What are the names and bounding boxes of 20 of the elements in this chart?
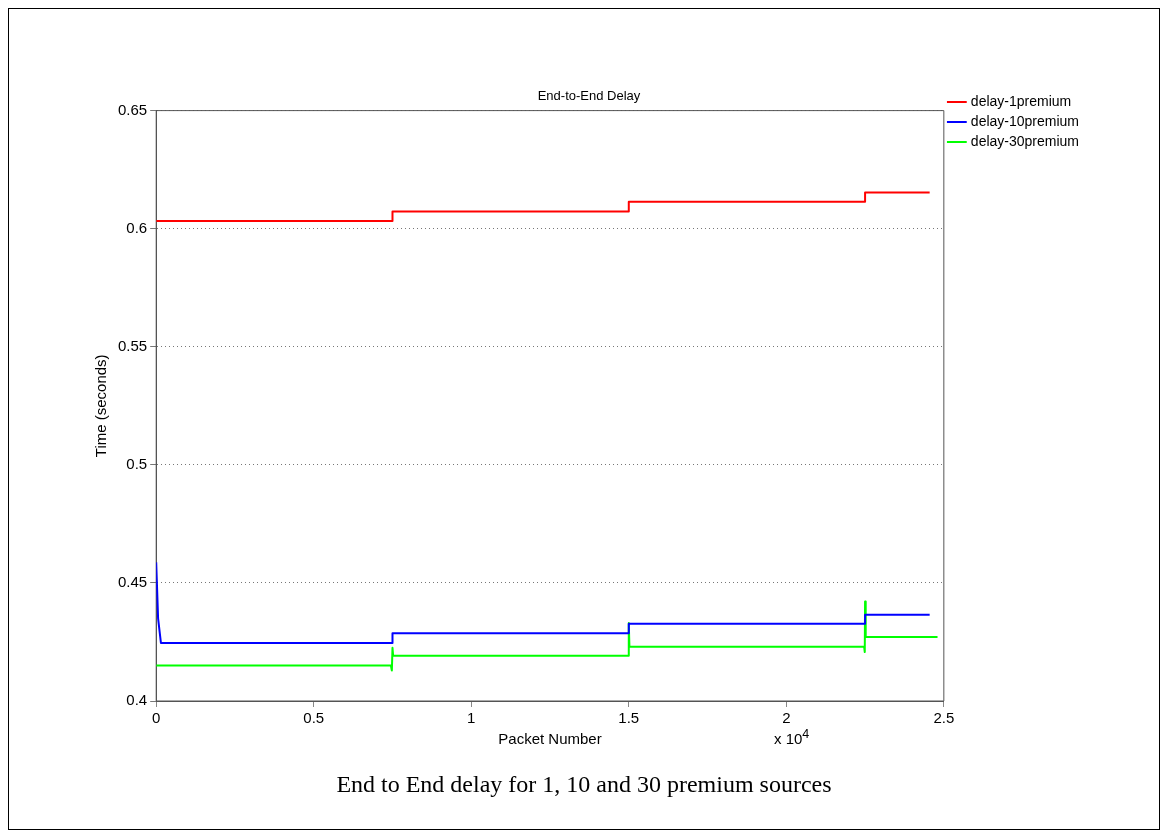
y-tick-label: 0.4 xyxy=(126,691,148,709)
chart-title: End-to-End Delay xyxy=(537,88,641,104)
x-tick-label: 2.5 xyxy=(933,709,955,727)
y-tick-label: 0.65 xyxy=(117,100,148,118)
y-axis-title: Time (seconds) xyxy=(92,354,110,458)
text: End to End delay for 1, 10 and 30 premium sources xyxy=(335,771,833,798)
x-axis-title: Packet Number xyxy=(498,730,602,748)
text: x 10$^{4}$ xyxy=(774,727,810,747)
x-tick-label: 2 xyxy=(782,709,791,727)
y-tick-label: 0.55 xyxy=(117,336,148,354)
legend-label: delay-1premium xyxy=(970,92,1072,109)
y-tick-label: 0.5 xyxy=(126,454,148,472)
legend-label: delay-10premium xyxy=(970,112,1080,129)
legend-label: delay-30premium xyxy=(970,132,1080,149)
x-tick-label: 0.5 xyxy=(303,709,325,727)
y-tick-label: 0.6 xyxy=(126,218,148,236)
x-tick-label: 1 xyxy=(467,709,476,727)
x-tick-label: 1.5 xyxy=(618,709,640,727)
y-tick-label: 0.45 xyxy=(117,573,148,591)
x-tick-label: 0 xyxy=(152,709,161,727)
